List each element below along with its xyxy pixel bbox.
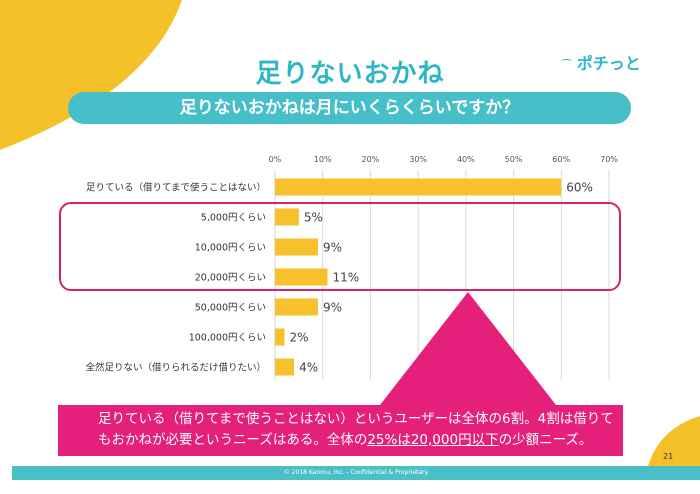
page-number: 21 [663, 452, 674, 461]
callout-line-2-pre: もおかねが必要というニーズはある。全体の [98, 432, 368, 448]
bar [275, 238, 318, 256]
brand-logo: ⁀ ポチっと [562, 50, 641, 74]
data-label: 4% [299, 361, 318, 375]
data-label: 9% [323, 301, 342, 315]
x-tick-label: 0% [269, 155, 282, 164]
bar-chart: 0% 10% 20% 30% 40% 50% 60% 70% 足りている（借りてまで使うことはな… [85, 155, 618, 380]
question-banner: 足りないおかねは月にいくらくらいですか？ [68, 92, 631, 124]
category-label: 足りている（借りてまで使うことはない） [86, 182, 266, 194]
logo-text: ポチっと [576, 54, 641, 73]
bar [275, 178, 562, 196]
callout-pointer [380, 292, 556, 405]
footer-bar: © 2018 Kanmu, Inc. - Confidential & Prop… [12, 466, 700, 480]
sparkle-icon: ⁀ [562, 59, 572, 72]
category-label: 10,000円くらい [195, 243, 266, 254]
data-label: 5% [304, 211, 323, 225]
category-label: 5,000円くらい [201, 213, 266, 224]
bar [275, 358, 295, 376]
category-label: 100,000円くらい [189, 333, 266, 344]
callout-line-2-post: の少額ニーズ。 [498, 432, 593, 448]
x-tick-label: 30% [409, 155, 427, 164]
bar [275, 208, 299, 226]
x-tick-label: 10% [314, 155, 332, 164]
callout-line-1: 足りている（借りてまで使うことはない）というユーザーは全体の6割。4割は借りて [98, 411, 614, 427]
callout-emphasis: 25%は20,000円以下 [367, 432, 499, 448]
question-text: 足りないおかねは月にいくらくらいですか？ [179, 98, 520, 118]
x-tick-label: 60% [552, 155, 570, 164]
data-label: 60% [566, 181, 593, 195]
x-tick-label: 40% [457, 155, 475, 164]
corner-decoration-top-left [0, 0, 182, 150]
bar [275, 298, 318, 316]
highlight-box [59, 202, 621, 291]
category-label: 全然足りない（借りられるだけ借りたい） [85, 362, 266, 374]
category-label: 50,000円くらい [195, 303, 266, 314]
x-tick-label: 50% [505, 155, 523, 164]
page-title: 足りないおかね [255, 59, 445, 89]
bar [275, 268, 328, 286]
data-label: 9% [323, 241, 342, 255]
x-tick-label: 70% [600, 155, 618, 164]
x-tick-label: 20% [362, 155, 380, 164]
data-label: 2% [290, 331, 309, 345]
callout-line-2: もおかねが必要というニーズはある。全体の25%は20,000円以下の少額ニーズ。 [98, 430, 623, 451]
data-label: 11% [332, 271, 359, 285]
callout-box: 足りている（借りてまで使うことはない）というユーザーは全体の6割。4割は借りて … [58, 405, 623, 456]
category-label: 20,000円くらい [195, 273, 266, 284]
copyright-text: © 2018 Kanmu, Inc. - Confidential & Prop… [283, 469, 429, 476]
bar [275, 328, 285, 346]
corner-decoration-bottom-right [648, 416, 700, 466]
